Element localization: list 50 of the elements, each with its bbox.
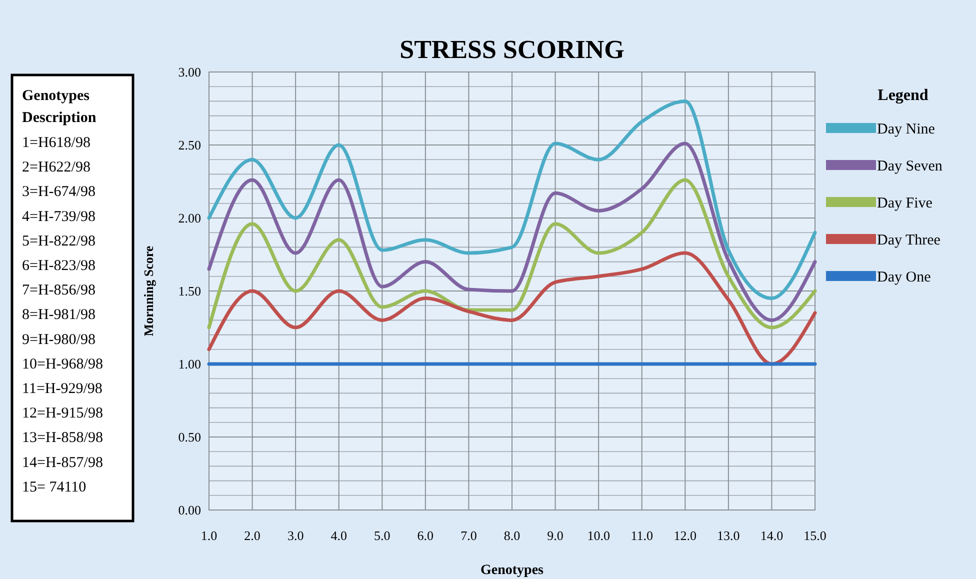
y-tick-label: 3.00	[178, 64, 201, 80]
legend-label: Day Seven	[877, 158, 943, 174]
x-tick-label: 5.0	[374, 528, 390, 543]
text: 5=H-822/98	[22, 233, 96, 250]
line-series	[207, 178, 817, 330]
y-tick-label: 0.00	[178, 502, 201, 518]
text: 8=H-981/98	[22, 307, 96, 324]
y-tick-label: 1.00	[178, 356, 201, 372]
y-tick-label: 2.50	[178, 138, 201, 153]
text: 7=H-856/98	[22, 282, 96, 299]
text: 1=H618/98	[22, 135, 90, 151]
x-tick-label: 8.0	[504, 528, 520, 543]
y-tick-label: 0.50	[178, 430, 201, 445]
chart-title: STRESS SCORING	[400, 35, 624, 64]
x-tick-label: 11.0	[630, 528, 653, 543]
text: 11=H-929/98	[22, 381, 102, 397]
y-axis-title: Mornning Score	[141, 246, 156, 336]
text: 13=H-858/98	[22, 430, 103, 446]
x-tick-label: 9.0	[547, 528, 564, 543]
text: 9=H-980/98	[22, 332, 96, 348]
x-tick-label: 14.0	[760, 528, 784, 543]
y-tick-label: 1.50	[178, 284, 201, 299]
legend-title: Legend	[878, 87, 928, 104]
x-tick-label: 10.0	[587, 528, 610, 543]
x-tick-label: 1.0	[200, 528, 218, 543]
text: 15= 74110	[22, 479, 86, 496]
text: 4=H-739/98	[22, 208, 96, 225]
text: 3=H-674/98	[22, 184, 96, 200]
x-tick-label: 15.0	[804, 528, 826, 543]
line-series	[207, 142, 817, 322]
x-tick-label: 4.0	[330, 528, 347, 543]
text: 6=H-823/98	[22, 258, 96, 274]
legend-label: Day Five	[877, 195, 933, 212]
text: Genotypes Description	[22, 88, 97, 126]
x-tick-label: 13.0	[717, 528, 740, 543]
x-tick-label: 7.0	[460, 528, 477, 543]
y-tick-label: 2.00	[178, 210, 201, 226]
legend-label: Day Three	[877, 232, 941, 248]
x-tick-label: 3.0	[287, 528, 304, 543]
text: 14=H-857/98	[22, 454, 103, 471]
text: 12=H-915/98	[22, 406, 103, 422]
x-tick-label: 12.0	[674, 528, 697, 543]
text: 2=H622/98	[22, 160, 90, 176]
text: 10=H-968/98	[22, 356, 103, 372]
x-tick-label: 6.0	[417, 528, 434, 543]
x-axis-title: Genotypes	[480, 563, 544, 578]
legend-label: Day One	[877, 269, 932, 286]
legend-label: Day Nine	[877, 121, 936, 138]
line-series	[207, 99, 817, 300]
x-tick-label: 2.0	[244, 528, 260, 543]
